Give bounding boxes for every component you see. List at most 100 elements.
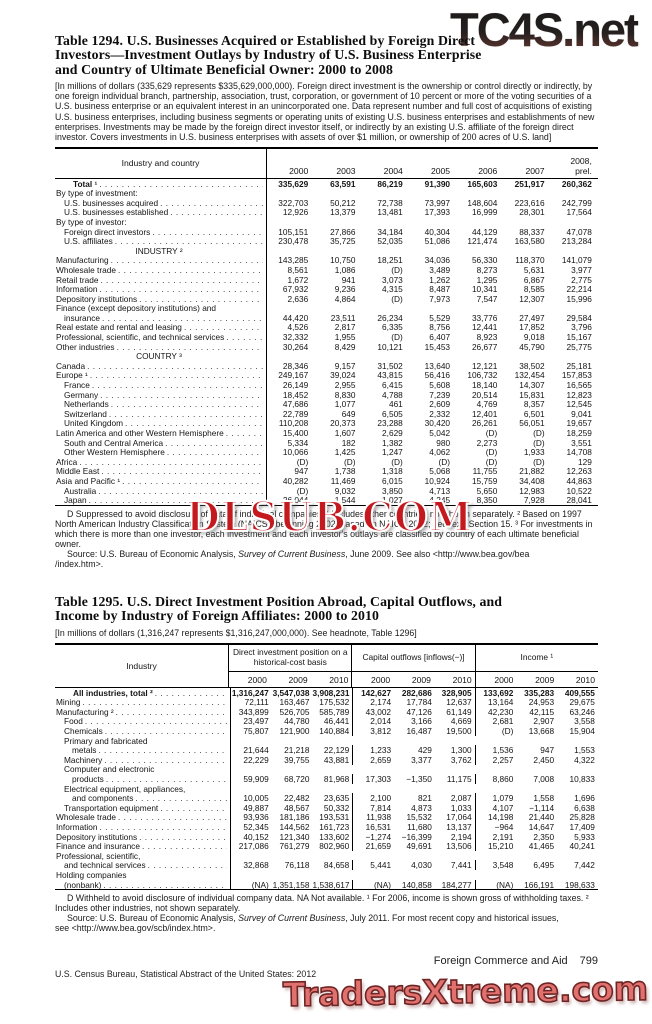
value-cell: 40,304 xyxy=(424,226,451,237)
table-row: Manufacturing 143,285 10,750 18,251 34,036 56… xyxy=(55,255,598,266)
value-cell: 17,564 xyxy=(566,207,592,218)
value-cell: 16,531 xyxy=(365,821,392,832)
value-cell: 43,881 xyxy=(313,754,354,765)
row-label: Food xyxy=(64,716,83,727)
leader-dots xyxy=(118,812,227,822)
table-row: Germany 18,452 8,830 4,788 7,239 20,514 15,831… xyxy=(55,389,598,400)
value-cell: (D) xyxy=(533,428,545,439)
value-cell: 5,933 xyxy=(574,831,595,842)
group-label: Income ¹ xyxy=(475,645,598,672)
watermark-tradersxtreme: TradersXtreme.com xyxy=(282,968,649,1015)
value-cell: 27,497 xyxy=(519,312,545,323)
value-cell: 51,086 xyxy=(424,236,451,247)
value-cell: 2,659 xyxy=(370,754,392,765)
value-cell: 157,853 xyxy=(561,370,592,381)
value-cell: 16,565 xyxy=(566,380,592,391)
value-cell: 15,831 xyxy=(519,389,545,400)
row-stub: Professional, scientific, and technical … xyxy=(55,332,267,343)
row-label: COUNTRY ³ xyxy=(136,351,182,362)
value-cell: 1,247 xyxy=(382,447,403,458)
source-prefix: Source: U.S. Bureau of Economic Analysis… xyxy=(67,913,239,924)
value-cell: (D) xyxy=(533,456,545,467)
value-cell: 32,868 xyxy=(243,860,269,871)
value-cell: 12,545 xyxy=(566,399,592,410)
leader-dots xyxy=(101,466,263,476)
row-stub: Asia and Pacific ¹ xyxy=(55,475,267,486)
row-label: By type of investment: xyxy=(56,188,138,199)
value-cell: 6,505 xyxy=(382,408,403,419)
value-cell: 33,776 xyxy=(471,312,498,323)
value-cell: 13,640 xyxy=(424,360,451,371)
leader-dots xyxy=(100,275,263,285)
value-cell: 161,723 xyxy=(313,821,354,832)
row-label: Transportation equipment xyxy=(64,802,159,813)
value-cell: 106,732 xyxy=(467,370,498,381)
year-header: 2006 xyxy=(478,165,498,176)
value-cell: 1,672 xyxy=(287,274,309,285)
leader-dots xyxy=(92,380,263,390)
table-row: Computer and electronic xyxy=(55,764,598,775)
leader-dots xyxy=(111,255,263,265)
value-cell: 10,121 xyxy=(377,341,403,352)
value-cell: 110,208 xyxy=(278,418,309,429)
leader-dots xyxy=(122,476,263,486)
value-cell: 1,425 xyxy=(334,447,356,458)
table-row: COUNTRY ³ xyxy=(55,351,598,362)
table-row: Holding companies xyxy=(55,869,598,880)
leader-dots xyxy=(117,342,263,352)
row-stub: U.S. affiliates xyxy=(55,236,267,247)
value-cell: 42,115 xyxy=(529,706,555,717)
leader-dots xyxy=(100,822,227,832)
value-cell: 17,784 xyxy=(406,697,432,708)
table-row: Middle East 947 1,738 1,318 5,068 11,755 21,88… xyxy=(55,466,598,477)
table-1295-title: Table 1295. U.S. Direct Investment Posit… xyxy=(55,593,503,624)
value-cell: (D) xyxy=(438,456,451,467)
row-stub: All industries, total ² xyxy=(55,687,231,698)
value-cell: 5,608 xyxy=(429,380,451,391)
value-cell: 45,790 xyxy=(519,341,545,352)
value-cell: 2,681 xyxy=(492,716,514,727)
value-cell: 28,346 xyxy=(282,360,309,371)
leader-dots xyxy=(82,697,227,707)
value-cell: 16,487 xyxy=(406,726,432,737)
year-header: 2000 xyxy=(247,674,267,685)
column-group: Direct investment position on a historic… xyxy=(229,644,353,687)
value-cell: 44,780 xyxy=(284,716,310,727)
row-label: Computer and electronic xyxy=(64,764,155,775)
value-cell: 4,062 xyxy=(429,447,451,458)
table-row: Japan 26,044 1,544 1,027 4,245 8,350 7,928 28,0… xyxy=(55,495,598,506)
value-cell: 649 xyxy=(341,408,356,419)
value-cell: 11,469 xyxy=(330,475,356,486)
row-stub: France xyxy=(55,380,267,391)
value-cell: 29,584 xyxy=(566,312,592,323)
group-years: 2000 2009 2010 xyxy=(476,672,598,687)
table-1295-footnotes: D Withheld to avoid disclosure of indivi… xyxy=(55,893,598,933)
leader-dots xyxy=(103,880,227,890)
value-cell: 8,429 xyxy=(334,341,356,352)
row-label: Finance (except depository institutions)… xyxy=(56,303,217,314)
value-cell: 63,591 xyxy=(330,178,356,189)
value-cell: 941 xyxy=(341,274,356,285)
value-cell: 19,500 xyxy=(435,726,476,737)
value-cell: 43,002 xyxy=(365,706,392,717)
value-cell: 13,668 xyxy=(528,726,555,737)
row-label: Europe ¹ xyxy=(56,370,88,381)
year-header: 2009 xyxy=(411,674,431,685)
value-cell: 25,181 xyxy=(566,360,592,371)
value-cell: 1,079 xyxy=(492,793,514,804)
value-cell: 7,547 xyxy=(476,293,498,304)
value-cell: 68,720 xyxy=(284,774,310,785)
value-cell: 1,033 xyxy=(435,802,476,813)
row-stub: Wholesale trade xyxy=(55,264,267,275)
value-cell: −16,399 xyxy=(401,831,432,842)
value-cell: 166,191 xyxy=(524,879,555,890)
value-cell: −1,274 xyxy=(365,831,392,842)
row-stub: Europe ¹ xyxy=(55,370,267,381)
year-header: 2009 xyxy=(288,674,308,685)
group-label: Capital outflows [inflows(−)] xyxy=(352,645,475,672)
row-label: Germany xyxy=(64,389,99,400)
source-suffix: , June 2009. See also <http://www.bea.go… xyxy=(55,548,530,569)
row-stub: Netherlands xyxy=(55,399,267,410)
year-header: 2009 xyxy=(535,674,555,685)
